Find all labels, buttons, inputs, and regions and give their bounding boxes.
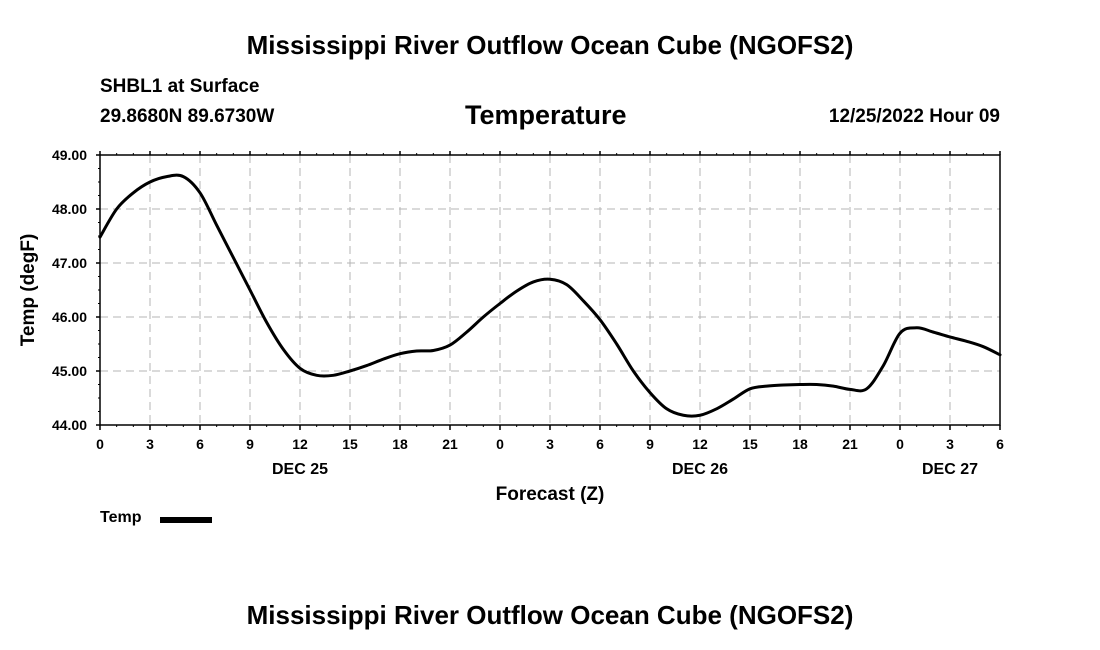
x-tick-label: 6 (196, 436, 204, 452)
x-tick-label: 9 (246, 436, 254, 452)
legend-swatch (160, 517, 212, 523)
series-line-temp (98, 173, 1002, 418)
legend-label: Temp (100, 509, 142, 526)
x-tick-labels: 0 3 6 9 12 15 18 21 0 3 6 9 12 15 18 21 0 3 6 (96, 436, 1004, 452)
y-tick-labels: 44.00 45.00 46.00 47.00 48.00 49.00 (52, 147, 87, 433)
y-tick-label: 47.00 (52, 255, 87, 271)
x-tick-label: 15 (742, 436, 758, 452)
plot-frame (99, 154, 1001, 426)
y-axis-label: Temp (degF) (18, 234, 39, 347)
day-label: DEC 27 (922, 461, 978, 478)
x-tick-label: 21 (442, 436, 458, 452)
x-tick-label: 21 (842, 436, 858, 452)
grid-lines (100, 155, 1000, 425)
y-tick-label: 45.00 (52, 363, 87, 379)
axis-ticks (96, 151, 1001, 430)
x-tick-label: 3 (546, 436, 554, 452)
y-tick-label: 44.00 (52, 417, 87, 433)
y-tick-label: 46.00 (52, 309, 87, 325)
day-label: DEC 26 (672, 461, 728, 478)
chart-title-bottom: Mississippi River Outflow Ocean Cube (NG… (246, 600, 854, 630)
station-label: SHBL1 at Surface (100, 76, 260, 97)
forecast-datetime: 12/25/2022 Hour 09 (828, 106, 1000, 127)
x-tick-label: 18 (392, 436, 408, 452)
x-tick-label: 12 (292, 436, 308, 452)
x-tick-label: 12 (692, 436, 708, 452)
x-tick-label: 15 (342, 436, 358, 452)
x-tick-label: 0 (896, 436, 904, 452)
x-tick-label: 0 (96, 436, 104, 452)
y-tick-label: 49.00 (52, 147, 87, 163)
variable-title: Temperature (465, 100, 627, 130)
coordinates-label: 29.8680N 89.6730W (100, 106, 275, 127)
day-label: DEC 25 (272, 461, 328, 478)
x-tick-label: 18 (792, 436, 808, 452)
x-tick-label: 0 (496, 436, 504, 452)
x-tick-label: 6 (996, 436, 1004, 452)
x-axis-label: Forecast (Z) (496, 484, 605, 505)
x-tick-label: 9 (646, 436, 654, 452)
x-tick-label: 6 (596, 436, 604, 452)
day-labels: DEC 25 DEC 26 DEC 27 (272, 461, 978, 478)
chart-title-top: Mississippi River Outflow Ocean Cube (NG… (246, 30, 854, 60)
y-tick-label: 48.00 (52, 201, 87, 217)
x-tick-label: 3 (146, 436, 154, 452)
x-tick-label: 3 (946, 436, 954, 452)
